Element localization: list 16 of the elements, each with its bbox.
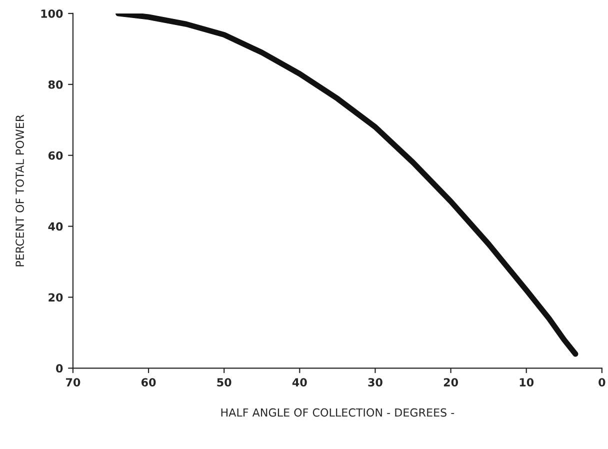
y-tick-label: 60 bbox=[48, 151, 63, 160]
y-tick-label: 100 bbox=[41, 9, 63, 18]
x-tick-label: 50 bbox=[217, 378, 232, 387]
y-tick-label: 40 bbox=[48, 222, 63, 231]
y-tick-label: 20 bbox=[48, 293, 63, 302]
x-tick-label: 10 bbox=[520, 378, 534, 387]
y-axis-title: PERCENT OF TOTAL POWER bbox=[16, 114, 24, 266]
x-tick-label: 20 bbox=[444, 378, 458, 387]
x-tick-label: 30 bbox=[368, 378, 382, 387]
x-tick-label: 70 bbox=[66, 378, 80, 387]
x-tick-label: 40 bbox=[292, 378, 307, 387]
x-tick-label: 0 bbox=[598, 378, 606, 387]
y-tick-label: 80 bbox=[48, 80, 63, 89]
x-tick-label: 60 bbox=[141, 378, 156, 387]
y-tick-label: 0 bbox=[56, 364, 63, 373]
x-axis-title: HALF ANGLE OF COLLECTION - DEGREES - bbox=[221, 408, 454, 417]
